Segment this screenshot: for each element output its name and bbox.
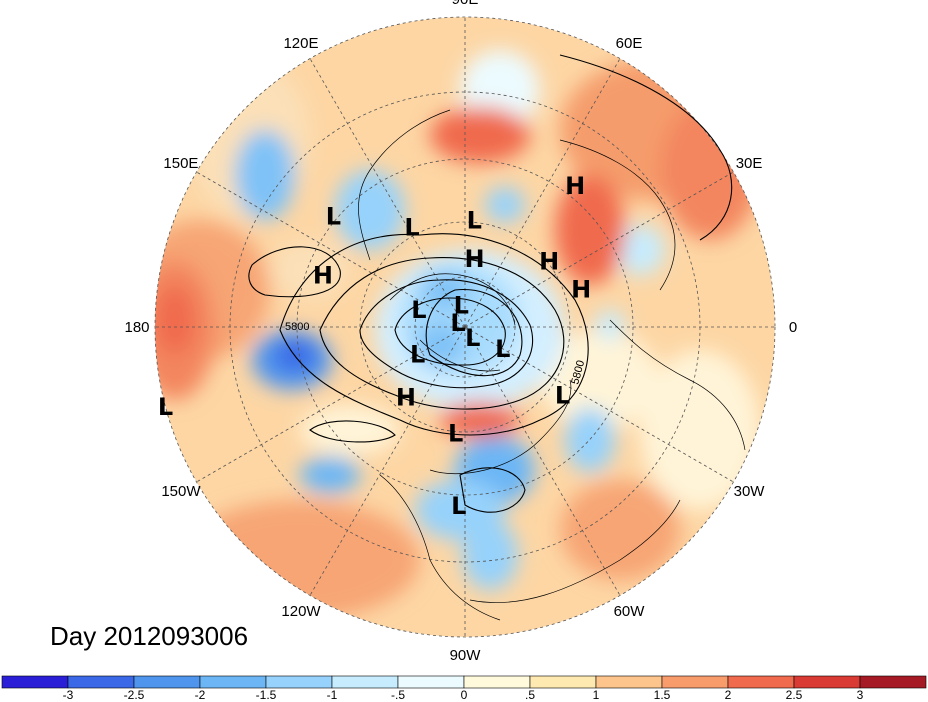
high-pressure-marker: H — [565, 172, 585, 200]
low-pressure-marker: L — [411, 296, 426, 324]
colorbar-tick-label: 3 — [857, 688, 864, 702]
low-pressure-marker: L — [404, 213, 419, 241]
colorbar-swatch — [265, 675, 333, 689]
longitude-label: 150W — [161, 483, 201, 500]
low-pressure-marker: L — [448, 419, 463, 447]
longitude-label: 0 — [789, 319, 797, 336]
low-pressure-marker: L — [450, 309, 465, 337]
longitude-label: 120E — [283, 35, 318, 52]
colorbar-tick-label: 1.5 — [654, 688, 671, 702]
high-pressure-marker: H — [465, 245, 485, 273]
low-pressure-marker: L — [158, 393, 173, 421]
longitude-label: 90W — [450, 647, 482, 664]
low-pressure-marker: L — [467, 207, 482, 235]
low-pressure-marker: L — [326, 203, 341, 231]
colorbar-swatch — [331, 675, 399, 689]
graticule — [154, 16, 776, 638]
contour-label: 5800 — [285, 321, 309, 333]
colorbar-swatch — [67, 675, 135, 689]
high-pressure-marker: H — [571, 275, 591, 303]
colorbar: -3 -2.5 -2 -1.5 -1 -.5 0 .5 1 1.5 2 2.5 3 — [1, 675, 927, 702]
low-pressure-marker: L — [555, 381, 570, 409]
longitude-label: 180 — [124, 319, 149, 336]
low-pressure-marker: L — [454, 292, 469, 320]
colorbar-swatch — [463, 675, 531, 689]
colorbar-tick-label: 2 — [725, 688, 732, 702]
low-pressure-marker: L — [465, 324, 480, 352]
colorbar-swatch — [595, 675, 663, 689]
colorbar-tick-label: 0 — [461, 688, 468, 702]
colorbar-swatch — [529, 675, 597, 689]
coastlines — [358, 109, 746, 621]
high-pressure-marker: H — [539, 247, 559, 275]
colorbar-swatch — [1, 675, 69, 689]
colorbar-tick-label: -1.5 — [256, 688, 277, 702]
low-pressure-marker: L — [451, 492, 466, 520]
high-pressure-marker: H — [396, 383, 416, 411]
longitude-label: 120W — [281, 603, 321, 620]
longitude-labels: 90E 60E 30E 0 30W 60W 90W 120W 150W 180 150E 120E — [124, 0, 797, 664]
colorbar-tick-label: -.5 — [391, 688, 405, 702]
colorbar-tick-label: 1 — [593, 688, 600, 702]
day-label: Day 2012093006 — [50, 621, 248, 651]
longitude-label: 30W — [734, 483, 766, 500]
low-pressure-marker: L — [410, 340, 425, 368]
colorbar-tick-label: -2 — [195, 688, 206, 702]
colorbar-tick-label: 2.5 — [786, 688, 803, 702]
colorbar-tick-label: .5 — [525, 688, 535, 702]
low-pressure-marker: L — [495, 335, 510, 363]
colorbar-swatch — [397, 675, 465, 689]
colorbar-swatch — [793, 675, 861, 689]
colorbar-swatch — [727, 675, 795, 689]
colorbar-tick-label: -3 — [63, 688, 74, 702]
colorbar-tick-label: -2.5 — [124, 688, 145, 702]
longitude-label: 150E — [163, 155, 198, 172]
colorbar-swatch — [859, 675, 927, 689]
longitude-label: 60W — [614, 603, 646, 620]
longitude-label: 60E — [616, 35, 643, 52]
longitude-label: 30E — [736, 155, 763, 172]
colorbar-swatch — [661, 675, 729, 689]
high-pressure-marker: H — [313, 261, 333, 289]
colorbar-swatch — [133, 675, 201, 689]
longitude-label: 90E — [452, 0, 479, 8]
colorbar-tick-label: -1 — [327, 688, 338, 702]
height-contours — [248, 54, 733, 513]
colorbar-swatch — [199, 675, 267, 689]
